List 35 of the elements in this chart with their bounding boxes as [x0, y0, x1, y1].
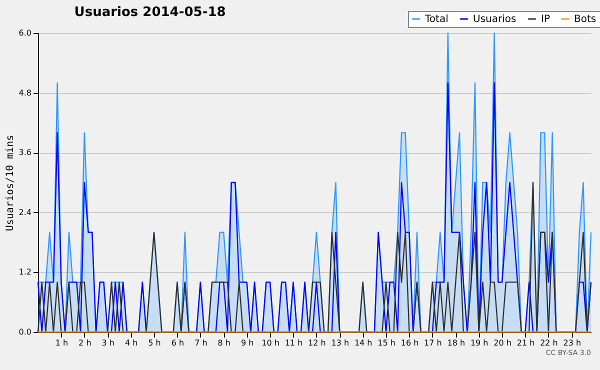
y-tick-label: 3.6	[18, 148, 32, 158]
x-tick-label: 11 h	[284, 338, 303, 348]
x-tick-label: 22 h	[540, 338, 558, 348]
y-tick-label: 6.0	[18, 28, 32, 38]
x-tick-label: 17 h	[424, 338, 442, 348]
x-tick-label: 20 h	[494, 338, 512, 348]
x-tick-label: 6 h	[171, 338, 184, 348]
legend-label: IP	[541, 14, 550, 25]
x-tick-label: 23 h	[563, 338, 582, 348]
x-tick-label: 15 h	[378, 338, 396, 348]
y-tick-label: 4.8	[18, 88, 32, 98]
legend-label: Usuarios	[473, 14, 516, 25]
x-tick-label: 8 h	[218, 338, 230, 348]
legend-label: Bots	[574, 14, 596, 25]
x-tick-label: 18 h	[447, 338, 466, 348]
x-tick-label: 10 h	[262, 338, 280, 348]
x-tick-label: 12 h	[308, 338, 326, 348]
y-tick-label: 2.4	[18, 208, 32, 217]
x-tick-label: 4 h	[124, 338, 138, 348]
x-tick-label: 19 h	[470, 338, 488, 348]
chart-title: Usuarios 2014-05-18	[74, 5, 226, 20]
x-tick-label: 3 h	[102, 338, 114, 348]
x-tick-label: 14 h	[354, 338, 372, 348]
x-tick-label: 2 h	[78, 338, 92, 348]
y-tick-label: 0.0	[18, 328, 32, 336]
x-tick-label: 21 h	[516, 338, 535, 348]
x-tick-label: 5 h	[148, 338, 161, 348]
y-axis-title: Usuarios/10 mins	[4, 134, 16, 232]
x-tick-label: 9 h	[240, 338, 254, 348]
x-tick-label: 13 h	[331, 338, 350, 348]
x-tick-label: 16 h	[400, 338, 419, 348]
y-tick-label: 1.2	[18, 268, 32, 277]
legend-label: Total	[424, 14, 448, 25]
x-tick-label: 7 h	[194, 338, 208, 348]
x-tick-label: 1 h	[55, 338, 68, 348]
